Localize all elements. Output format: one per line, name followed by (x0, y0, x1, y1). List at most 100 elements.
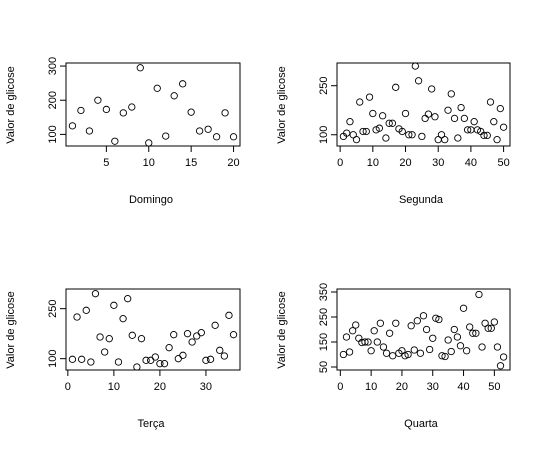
x-axis: 0 10 20 30 40 50 (337, 145, 510, 169)
data-point (119, 315, 127, 323)
y-axis-title: Valor de glicose (276, 291, 288, 368)
data-point (419, 312, 428, 320)
data-point (361, 338, 369, 346)
data-point (85, 127, 94, 135)
data-points (339, 62, 508, 144)
data-point (356, 98, 364, 106)
data-point (162, 132, 170, 140)
data-point (142, 356, 150, 364)
data-point (91, 290, 100, 298)
data-point (77, 106, 85, 115)
data-point (170, 92, 178, 100)
data-point (94, 96, 102, 104)
data-point (225, 311, 233, 319)
y-axis: 100 250 (318, 77, 338, 144)
data-point (179, 351, 187, 359)
data-point (376, 319, 385, 327)
x-tick-label: 10 (143, 157, 155, 169)
data-point (362, 127, 370, 136)
scatter-panel-2: 0 10 20 30 40 50 100 250 Segunda Valor de glicose (276, 62, 511, 206)
y-tick-label: 150 (318, 333, 330, 351)
data-point (153, 84, 161, 92)
data-point (68, 122, 77, 130)
data-point (459, 304, 468, 312)
data-point (408, 131, 416, 139)
data-point (137, 335, 146, 343)
data-point (87, 358, 95, 366)
x-tick-label: 10 (365, 381, 377, 393)
data-point (68, 355, 77, 363)
data-point (369, 109, 377, 118)
data-point (202, 356, 210, 364)
x-tick-label: 50 (488, 381, 500, 393)
x-tick-label: 10 (367, 157, 379, 169)
y-tick-label: 100 (318, 126, 330, 144)
x-tick-label: 0 (65, 381, 71, 393)
data-point (382, 134, 390, 142)
data-point (193, 332, 201, 340)
data-point (407, 322, 415, 330)
data-point (221, 109, 229, 117)
y-axis: 50 150 250 350 (318, 283, 338, 373)
data-point (147, 356, 155, 364)
data-point (183, 330, 192, 338)
data-point (484, 324, 492, 332)
data-point (348, 327, 357, 335)
data-point (188, 338, 196, 346)
data-point (426, 345, 434, 354)
y-axis-title: Valor de glicose (276, 66, 288, 143)
y-axis-title: Valor de glicose (5, 66, 17, 143)
x-tick-label: 30 (200, 381, 212, 393)
x-axis: 0 10 20 30 40 50 (337, 369, 500, 393)
data-point (339, 350, 348, 359)
data-point (486, 98, 495, 106)
data-point (463, 126, 472, 134)
data-point (483, 131, 491, 140)
data-point (364, 338, 372, 346)
data-point (373, 338, 381, 346)
x-tick-label: 0 (337, 157, 343, 169)
y-axis: 100 200 300 (47, 57, 67, 144)
data-point (441, 352, 449, 361)
scatter-panel-4: 0 10 20 30 40 50 50 150 250 350 Quarta Valor de gli… (276, 283, 511, 430)
data-points (68, 64, 238, 147)
data-points (68, 290, 238, 371)
data-point (204, 125, 212, 133)
data-point (460, 114, 469, 123)
data-point (431, 113, 439, 121)
data-point (352, 136, 361, 144)
data-point (480, 131, 488, 140)
data-point (410, 346, 418, 354)
x-tick-label: 10 (108, 381, 120, 393)
data-point (462, 347, 471, 355)
data-point (342, 333, 351, 341)
x-axis-title: Quarta (404, 418, 439, 430)
y-tick-label: 100 (47, 349, 59, 367)
data-point (457, 103, 465, 112)
data-point (450, 114, 459, 123)
data-point (78, 355, 86, 363)
data-point (422, 325, 431, 334)
data-point (156, 360, 164, 368)
data-point (475, 290, 483, 299)
data-point (490, 318, 499, 326)
data-point (375, 124, 384, 132)
data-point (105, 335, 113, 343)
data-point (197, 329, 205, 337)
data-point (478, 343, 486, 351)
data-point (487, 324, 495, 332)
data-point (73, 313, 81, 321)
data-point (220, 352, 228, 360)
data-point (111, 137, 119, 145)
data-point (211, 321, 219, 329)
y-tick-label: 200 (47, 91, 59, 109)
y-tick-label: 50 (318, 361, 330, 373)
data-point (499, 353, 508, 361)
data-point (179, 80, 187, 88)
data-point (346, 118, 354, 126)
y-tick-label: 250 (318, 308, 330, 326)
data-point (447, 347, 455, 356)
data-point (454, 134, 462, 142)
x-tick-label: 20 (396, 381, 408, 393)
data-point (151, 353, 159, 361)
